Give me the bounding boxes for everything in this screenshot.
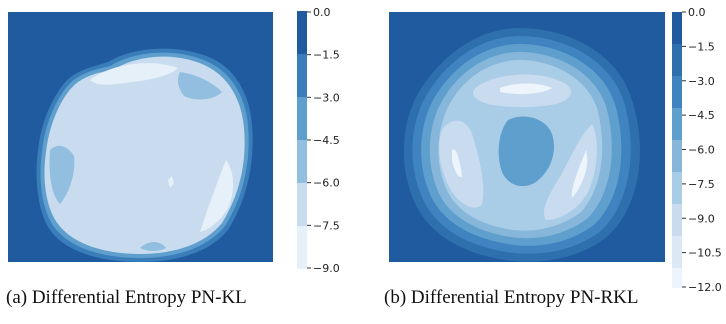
- colorbar-a-tick-label: −9.0: [313, 262, 340, 275]
- colorbar-a-tick-label: −3.0: [313, 91, 340, 104]
- colorbar-b-band-9: [672, 268, 682, 288]
- heatmap-a-patch-left: [49, 145, 75, 204]
- heatmap-b-highlight-left: [452, 149, 462, 178]
- colorbar-b-band-3: [672, 76, 682, 108]
- colorbar-b-band-8: [672, 236, 682, 268]
- colorbar-b: 0.0 −1.5 −3.0 −4.5 −6.0 −7.5 −9.0 −10.5 −12.0: [672, 6, 722, 294]
- colorbar-b-band-2: [672, 44, 682, 76]
- colorbar-a-tick-label: −1.5: [313, 49, 340, 62]
- heatmap-b-highlight-right: [571, 150, 588, 198]
- colorbar-b-tick-label: −7.5: [688, 178, 715, 191]
- colorbar-a-tick-label: 0.0: [313, 6, 331, 19]
- heatmap-a-bright-center: [168, 176, 174, 188]
- colorbar-b-ticks: 0.0 −1.5 −3.0 −4.5 −6.0 −7.5 −9.0 −10.5 −12.0: [682, 6, 722, 294]
- colorbar-b-band-4: [672, 108, 682, 140]
- colorbar-a-band-5: [297, 183, 307, 226]
- heatmap-a-bright-top: [90, 63, 178, 85]
- colorbar-b-band-5: [672, 140, 682, 172]
- caption-a: (a) Differential Entropy PN-KL: [6, 287, 247, 308]
- heatmap-b: [389, 12, 665, 262]
- colorbar-a-band-6: [297, 226, 307, 269]
- colorbar-a-band-2: [297, 54, 307, 97]
- heatmap-a-interior: [44, 56, 245, 254]
- colorbar-b-tick-label: −9.0: [688, 212, 715, 225]
- caption-b: (b) Differential Entropy PN-RKL: [384, 287, 639, 308]
- colorbar-b-band-6: [672, 172, 682, 204]
- heatmap-b-lobe-right: [543, 124, 597, 220]
- colorbar-b-band-7: [672, 204, 682, 236]
- colorbar-a-band-1: [297, 11, 307, 54]
- heatmap-a: [8, 12, 273, 262]
- heatmap-a-bright-right: [200, 160, 234, 232]
- heatmap-b-center: [498, 116, 555, 187]
- colorbar-b-tick-label: −4.5: [688, 109, 715, 122]
- colorbar-b-tick-label: 0.0: [688, 6, 706, 19]
- heatmap-b-highlight-top: [500, 83, 552, 95]
- colorbar-a-tick-label: −7.5: [313, 219, 340, 232]
- heatmap-a-patch-bottom: [140, 242, 166, 251]
- colorbar-b-tick-label: −10.5: [688, 247, 722, 260]
- colorbar-a-ticks: 0.0 −1.5 −3.0 −4.5 −6.0 −7.5 −9.0: [307, 6, 340, 275]
- colorbar-a: 0.0 −1.5 −3.0 −4.5 −6.0 −7.5 −9.0: [297, 6, 340, 275]
- colorbar-b-tick-label: −12.0: [688, 281, 722, 294]
- colorbar-b-tick-label: −6.0: [688, 144, 715, 157]
- colorbar-a-tick-label: −6.0: [313, 177, 340, 190]
- heatmap-b-lobe-left: [439, 120, 484, 208]
- colorbar-a-tick-label: −4.5: [313, 134, 340, 147]
- colorbar-b-tick-label: −1.5: [688, 40, 715, 53]
- colorbar-a-band-3: [297, 97, 307, 140]
- heatmap-a-patch-right: [177, 72, 222, 100]
- colorbar-b-band-1: [672, 12, 682, 44]
- colorbar-b-tick-label: −3.0: [688, 75, 715, 88]
- colorbar-a-band-4: [297, 140, 307, 183]
